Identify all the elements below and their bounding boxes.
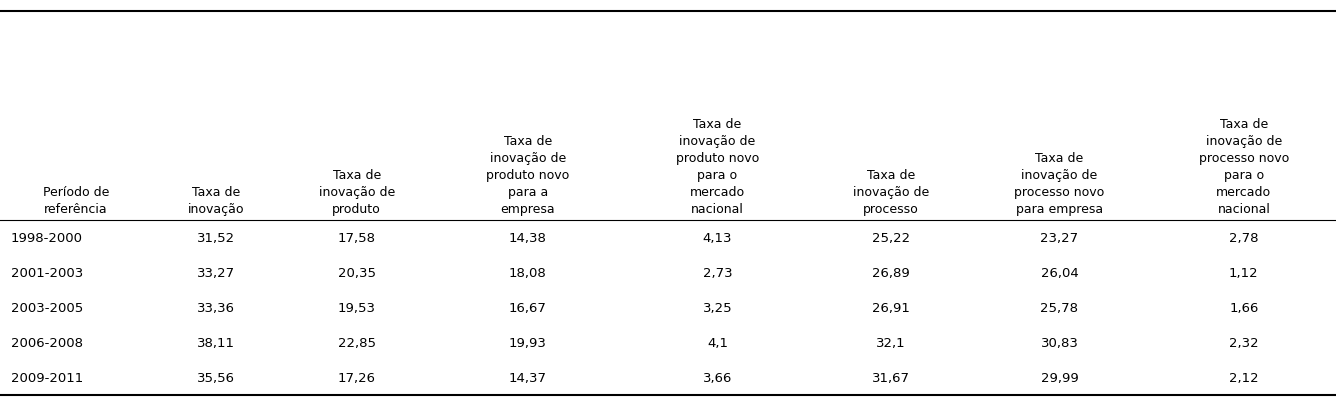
Text: 32,1: 32,1 (876, 336, 906, 349)
Text: 4,1: 4,1 (707, 336, 728, 349)
Text: 33,27: 33,27 (198, 266, 235, 279)
Text: 2,78: 2,78 (1229, 231, 1259, 245)
Text: 2,12: 2,12 (1229, 371, 1259, 384)
Text: 14,37: 14,37 (509, 371, 546, 384)
Text: 2001-2003: 2001-2003 (11, 266, 83, 279)
Text: 33,36: 33,36 (198, 301, 235, 314)
Text: 20,35: 20,35 (338, 266, 375, 279)
Text: 30,83: 30,83 (1041, 336, 1078, 349)
Text: 2,73: 2,73 (703, 266, 732, 279)
Text: 17,58: 17,58 (338, 231, 375, 245)
Text: 29,99: 29,99 (1041, 371, 1078, 384)
Text: 31,67: 31,67 (872, 371, 910, 384)
Text: 16,67: 16,67 (509, 301, 546, 314)
Text: 2,32: 2,32 (1229, 336, 1259, 349)
Text: Taxa de
inovação de
processo novo
para o
mercado
nacional: Taxa de inovação de processo novo para o… (1198, 118, 1289, 216)
Text: 26,91: 26,91 (872, 301, 910, 314)
Text: Taxa de
inovação de
processo: Taxa de inovação de processo (852, 169, 930, 216)
Text: 26,04: 26,04 (1041, 266, 1078, 279)
Text: 25,22: 25,22 (872, 231, 910, 245)
Text: Taxa de
inovação de
processo novo
para empresa: Taxa de inovação de processo novo para e… (1014, 152, 1105, 216)
Text: Período de
referência: Período de referência (43, 186, 110, 216)
Text: 25,78: 25,78 (1041, 301, 1078, 314)
Text: 1998-2000: 1998-2000 (11, 231, 83, 245)
Text: 2006-2008: 2006-2008 (11, 336, 83, 349)
Text: 17,26: 17,26 (338, 371, 375, 384)
Text: 26,89: 26,89 (872, 266, 910, 279)
Text: 38,11: 38,11 (198, 336, 235, 349)
Text: 14,38: 14,38 (509, 231, 546, 245)
Text: 1,12: 1,12 (1229, 266, 1259, 279)
Text: Taxa de
inovação de
produto novo
para a
empresa: Taxa de inovação de produto novo para a … (486, 135, 569, 216)
Text: 22,85: 22,85 (338, 336, 375, 349)
Text: 4,13: 4,13 (703, 231, 732, 245)
Text: 1,66: 1,66 (1229, 301, 1259, 314)
Text: 3,25: 3,25 (703, 301, 732, 314)
Text: 19,53: 19,53 (338, 301, 375, 314)
Text: Taxa de
inovação de
produto: Taxa de inovação de produto (318, 169, 395, 216)
Text: 35,56: 35,56 (198, 371, 235, 384)
Text: 23,27: 23,27 (1041, 231, 1078, 245)
Text: 19,93: 19,93 (509, 336, 546, 349)
Text: Taxa de
inovação de
produto novo
para o
mercado
nacional: Taxa de inovação de produto novo para o … (676, 118, 759, 216)
Text: Taxa de
inovação: Taxa de inovação (188, 186, 244, 216)
Text: 2009-2011: 2009-2011 (11, 371, 83, 384)
Text: 2003-2005: 2003-2005 (11, 301, 83, 314)
Text: 3,66: 3,66 (703, 371, 732, 384)
Text: 31,52: 31,52 (198, 231, 235, 245)
Text: 18,08: 18,08 (509, 266, 546, 279)
